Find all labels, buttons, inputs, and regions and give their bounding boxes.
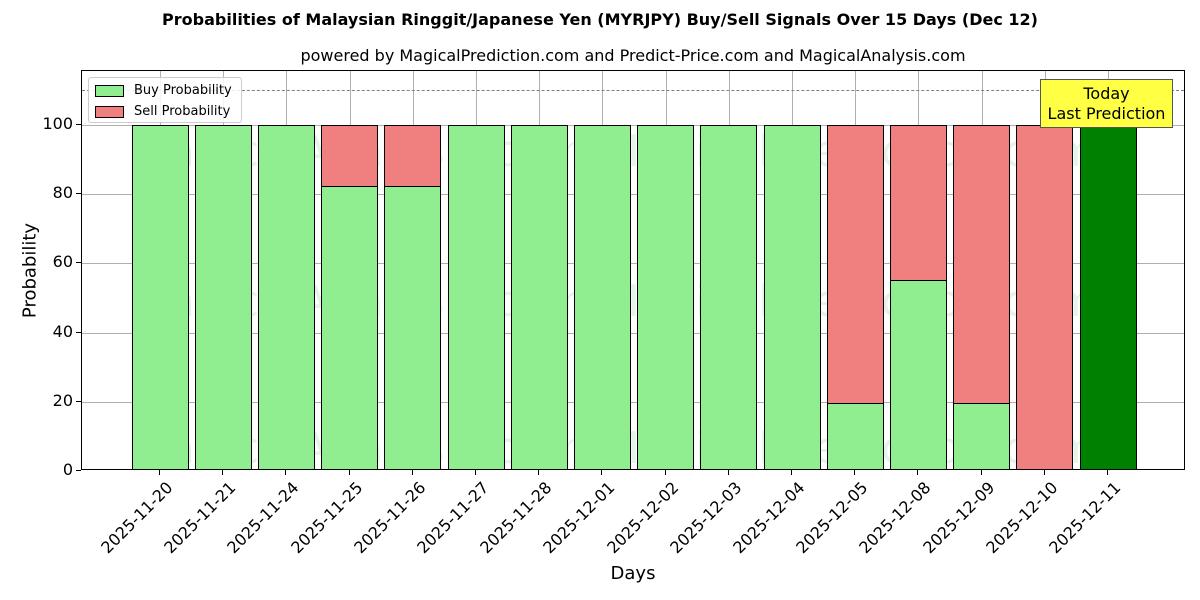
buy-segment: [638, 126, 694, 469]
sell-segment: [385, 126, 441, 186]
grid-line-h: [82, 401, 1184, 403]
x-tick-mark: [1043, 470, 1045, 475]
y-tick-label: 40: [52, 321, 73, 341]
buy-segment: [827, 402, 883, 469]
y-tick-mark: [76, 124, 81, 125]
bar-2025-12-11: [1079, 125, 1137, 469]
grid-line-h: [82, 194, 1184, 196]
chart-title: Probabilities of Malaysian Ringgit/Japan…: [162, 10, 1038, 29]
sell-swatch-icon: [95, 105, 124, 118]
bar-2025-11-26: [384, 125, 442, 469]
bar-2025-11-20: [131, 125, 189, 469]
buy-segment: [195, 126, 251, 469]
grid-line-h: [82, 332, 1184, 334]
y-tick-mark: [76, 193, 81, 195]
x-tick-mark: [285, 470, 287, 475]
x-axis-title: Days: [610, 563, 656, 584]
y-tick-label: 0: [62, 460, 73, 479]
sell-segment: [827, 126, 883, 403]
legend-item-sell: Sell Probability: [95, 104, 230, 119]
bar-2025-12-03: [700, 125, 758, 469]
sell-segment: [954, 126, 1010, 403]
grid-line-h: [82, 263, 1184, 265]
bar-2025-12-05: [826, 125, 884, 469]
threshold-line: [82, 90, 1184, 92]
x-tick-mark: [917, 470, 919, 475]
sell-segment: [890, 126, 946, 280]
x-tick-mark: [854, 470, 856, 475]
grid-line-h: [82, 125, 1184, 126]
buy-segment: [954, 402, 1010, 469]
legend-item-buy: Buy Probability: [95, 83, 232, 98]
x-tick-mark: [980, 470, 982, 475]
x-tick-mark: [791, 470, 792, 475]
annotation-line2: Last Prediction: [1047, 104, 1166, 123]
buy-segment: [258, 126, 314, 469]
buy-segment: [322, 185, 378, 469]
y-tick-mark: [76, 470, 81, 471]
x-tick-mark: [601, 470, 603, 475]
x-tick-mark: [411, 470, 413, 475]
y-tick-mark: [76, 262, 81, 264]
y-tick-label: 80: [52, 183, 73, 203]
legend: Buy Probability Sell Probability: [88, 77, 242, 123]
bar-2025-11-28: [510, 125, 568, 469]
bar-2025-11-27: [447, 125, 505, 469]
sell-segment: [1017, 126, 1073, 469]
y-axis-title: Probability: [19, 222, 41, 319]
y-tick-label: 20: [52, 390, 73, 410]
bar-2025-12-04: [763, 125, 821, 469]
bar-2025-12-09: [953, 125, 1011, 469]
x-tick-mark: [475, 470, 476, 475]
y-tick-mark: [76, 331, 81, 333]
x-tick-mark: [1107, 470, 1108, 475]
buy-segment: [511, 126, 567, 469]
legend-label-sell: Sell Probability: [134, 104, 231, 119]
buy-segment: [132, 126, 188, 469]
buy-segment: [764, 126, 820, 469]
annotation-line1: Today: [1083, 84, 1130, 103]
bar-2025-12-02: [637, 125, 695, 469]
x-tick-mark: [727, 470, 729, 475]
buy-segment: [448, 126, 504, 469]
x-tick-mark: [222, 470, 224, 475]
x-tick-mark: [348, 470, 350, 475]
chart-subtitle: powered by MagicalPrediction.com and Pre…: [300, 46, 966, 65]
bar-2025-12-01: [573, 125, 631, 469]
buy-segment: [890, 279, 946, 469]
x-tick-mark: [159, 470, 160, 475]
sell-segment: [322, 126, 378, 186]
buy-segment: [385, 185, 441, 469]
bar-2025-12-10: [1016, 125, 1074, 469]
buy-swatch-icon: [95, 84, 124, 97]
bar-2025-12-08: [889, 125, 947, 469]
bar-2025-11-21: [194, 125, 252, 469]
today-annotation: Today Last Prediction: [1040, 79, 1173, 128]
x-tick-mark: [664, 470, 666, 475]
legend-label-buy: Buy Probability: [134, 83, 232, 98]
bar-2025-11-24: [257, 125, 315, 469]
x-tick-mark: [538, 470, 540, 475]
bar-2025-11-25: [321, 125, 379, 469]
buy-segment: [574, 126, 630, 469]
y-tick-mark: [76, 400, 81, 402]
y-tick-label: 100: [42, 114, 73, 133]
y-tick-label: 60: [52, 252, 73, 272]
plot-area: MagicalAnalysis.comMagicalPrediction.com…: [81, 70, 1185, 470]
buy-segment: [701, 126, 757, 469]
